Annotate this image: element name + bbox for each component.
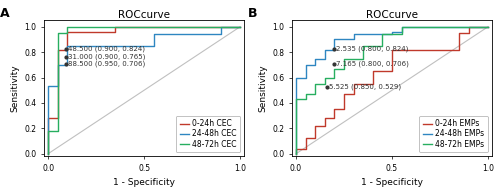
Title: ROCcurve: ROCcurve [366,10,418,20]
Text: 88.500 (0.950, 0.706): 88.500 (0.950, 0.706) [68,61,146,67]
Y-axis label: Sensitivity: Sensitivity [10,64,19,112]
Text: 7.165 (0.800, 0.706): 7.165 (0.800, 0.706) [336,61,409,67]
X-axis label: 1 - Specificity: 1 - Specificity [361,179,423,187]
Text: A: A [0,7,10,20]
Legend: 0-24h CEC, 24-48h CEC, 48-72h CEC: 0-24h CEC, 24-48h CEC, 48-72h CEC [176,115,240,152]
Text: 2.535 (0.800, 0.824): 2.535 (0.800, 0.824) [336,46,408,52]
Title: ROCcurve: ROCcurve [118,10,170,20]
Text: 31.000 (0.900, 0.765): 31.000 (0.900, 0.765) [68,53,146,60]
Y-axis label: Sensitivity: Sensitivity [258,64,267,112]
Text: 48.500 (0.900, 0.824): 48.500 (0.900, 0.824) [68,46,146,52]
X-axis label: 1 - Specificity: 1 - Specificity [113,179,175,187]
Text: B: B [248,7,258,20]
Legend: 0-24h EMPs, 24-48h EMPs, 48-72h EMPs: 0-24h EMPs, 24-48h EMPs, 48-72h EMPs [419,115,488,152]
Text: 5.525 (0.850, 0.529): 5.525 (0.850, 0.529) [328,83,401,90]
